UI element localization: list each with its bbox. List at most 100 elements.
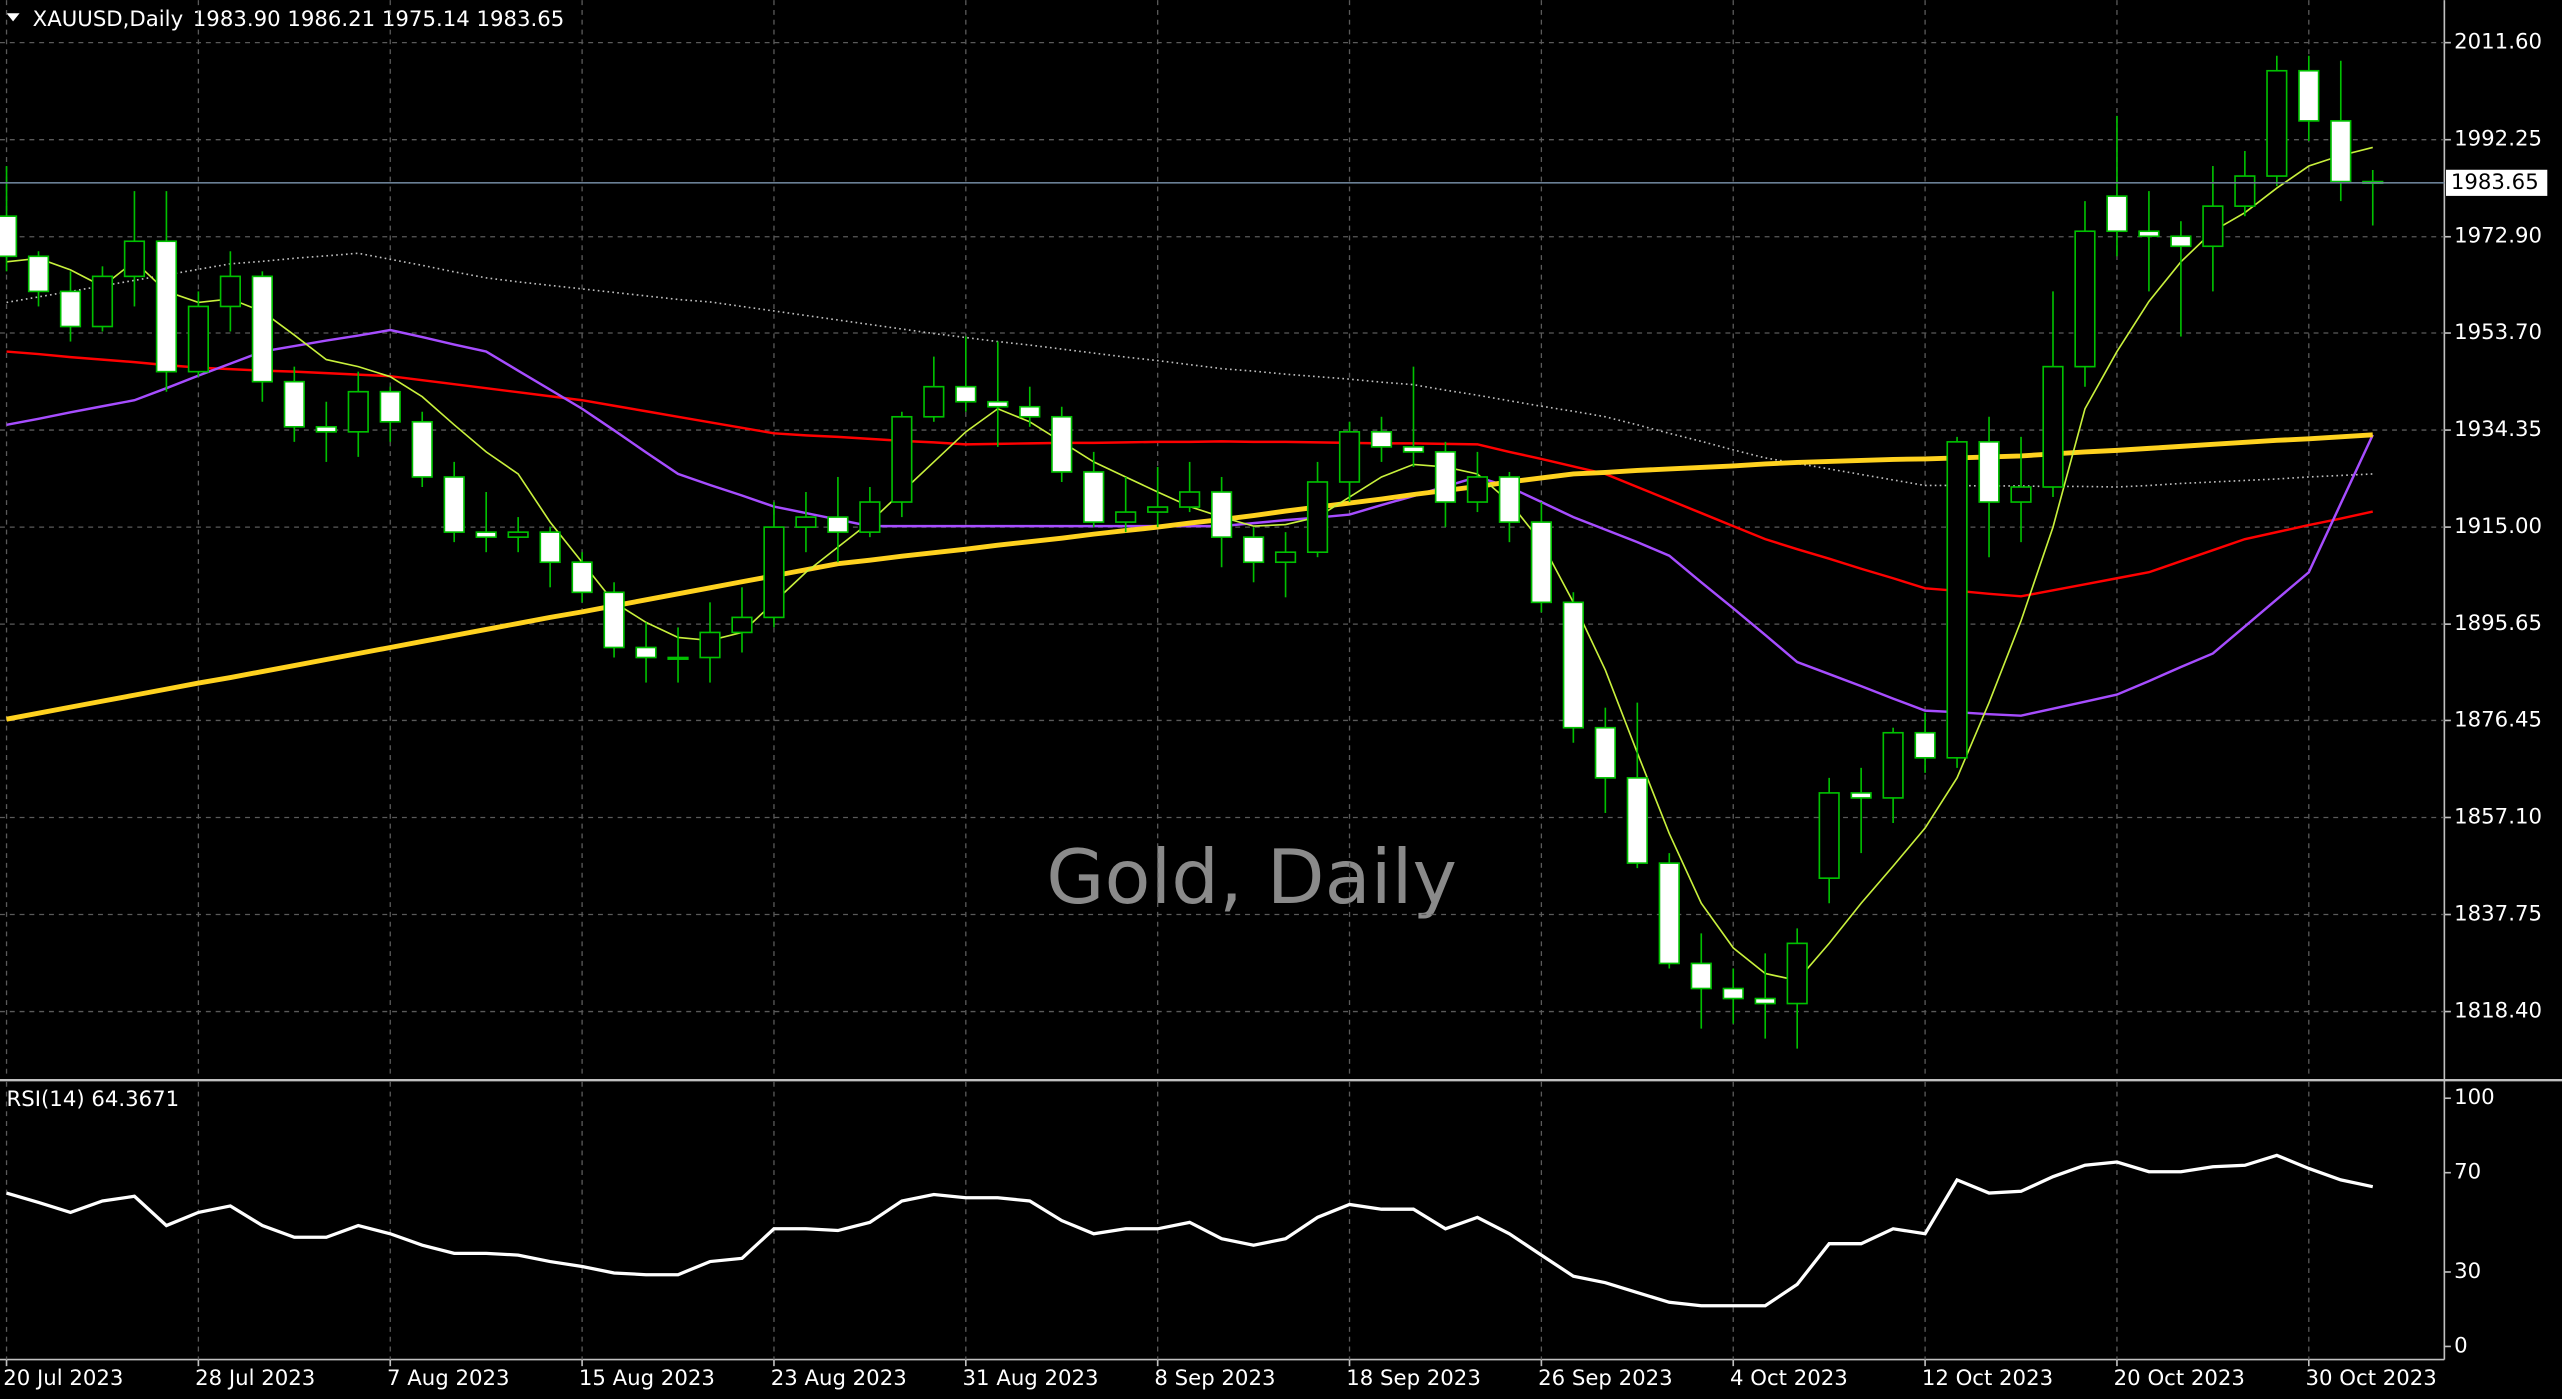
candle-body: [1914, 731, 1936, 759]
candle-body: [667, 656, 689, 660]
candle-body: [1594, 726, 1616, 779]
x-tick-label: 15 Aug 2023: [579, 1366, 715, 1391]
x-tick-label: 20 Jul 2023: [3, 1366, 123, 1391]
candle-body: [1658, 862, 1680, 965]
collapse-icon[interactable]: [6, 13, 20, 22]
y-tick-label: 1818.40: [2454, 999, 2542, 1024]
candle-body: [411, 420, 433, 478]
chart-title: XAUUSD,Daily: [33, 7, 183, 32]
candle-body: [443, 476, 465, 533]
candle-body: [1626, 777, 1648, 864]
candle-body: [2266, 69, 2288, 177]
candle-body: [539, 531, 561, 564]
x-tick-label: 12 Oct 2023: [1922, 1366, 2053, 1391]
candle-body: [1338, 431, 1361, 483]
candle-body: [507, 531, 529, 538]
candle-body: [891, 415, 913, 503]
candle-body: [123, 240, 146, 278]
candle-body: [59, 290, 82, 328]
y-tick-label: 30: [2454, 1259, 2481, 1284]
candle-body: [1306, 481, 1329, 554]
moving-average: [6, 328, 2374, 717]
y-tick-label: 0: [2454, 1333, 2468, 1358]
candle-body: [91, 275, 114, 328]
candle-body: [475, 531, 497, 538]
y-tick-label: 1953.70: [2454, 320, 2542, 345]
candle-body: [923, 385, 945, 418]
candle-body: [155, 240, 178, 373]
candle-body: [1946, 441, 1968, 759]
x-tick-label: 26 Sep 2023: [1538, 1366, 1673, 1391]
y-tick-label: 70: [2454, 1160, 2481, 1185]
y-tick-label: 1934.35: [2454, 417, 2542, 442]
candle-body: [1466, 476, 1489, 503]
candle-body: [219, 275, 241, 308]
y-tick-label: 1915.00: [2454, 514, 2542, 539]
rsi-line: [6, 1153, 2374, 1308]
x-tick-label: 8 Sep 2023: [1154, 1366, 1275, 1391]
candle-body: [1530, 521, 1553, 604]
rsi-title: RSI(14) 64.3671: [7, 1087, 180, 1112]
y-tick-label: 1895.65: [2454, 611, 2542, 636]
candle-body: [699, 631, 721, 659]
x-tick-label: 7 Aug 2023: [387, 1366, 510, 1391]
candle-body: [2074, 230, 2096, 368]
moving-average: [6, 252, 2373, 488]
candle-body: [1882, 731, 1904, 799]
candle-body: [2010, 486, 2032, 503]
candle-body: [2330, 120, 2352, 183]
x-tick-label: 30 Oct 2023: [2306, 1366, 2437, 1391]
candle-body: [0, 215, 18, 258]
candle-body: [795, 516, 817, 528]
candle-body: [2234, 175, 2256, 207]
candle-body: [635, 646, 657, 659]
candle-body: [1019, 405, 1041, 418]
y-tick-label: 1837.75: [2454, 902, 2542, 927]
candle-body: [731, 616, 753, 634]
candle-body: [1690, 962, 1712, 990]
candle-body: [2106, 195, 2128, 233]
y-tick-label: 100: [2454, 1085, 2495, 1110]
candle-body: [1978, 441, 2000, 503]
candle-body: [283, 380, 305, 428]
candle-body: [1434, 451, 1457, 503]
candle-body: [379, 390, 401, 423]
candle-body: [27, 255, 50, 293]
candle-body: [763, 526, 785, 619]
y-tick-label: 1972.90: [2454, 224, 2542, 249]
candle-body: [1562, 601, 1584, 729]
moving-average: [6, 350, 2374, 598]
y-tick-label: 1992.25: [2454, 127, 2542, 152]
candle-body: [987, 400, 1009, 408]
candle-body: [251, 275, 273, 383]
moving-average: [6, 432, 2373, 722]
x-tick-label: 20 Oct 2023: [2114, 1366, 2245, 1391]
x-tick-label: 4 Oct 2023: [1730, 1366, 1848, 1391]
candle-body: [1818, 792, 1840, 879]
candle-body: [2298, 69, 2320, 122]
candle-body: [1402, 446, 1425, 453]
x-tick-label: 28 Jul 2023: [195, 1366, 315, 1391]
candle-body: [2138, 230, 2160, 238]
candle-body: [1754, 997, 1776, 1005]
candle-body: [1179, 491, 1201, 508]
candle-body: [1083, 471, 1105, 523]
x-tick-label: 18 Sep 2023: [1346, 1366, 1481, 1391]
y-tick-label: 1876.45: [2454, 707, 2542, 732]
candle-body: [315, 425, 337, 433]
candle-body: [603, 591, 625, 649]
candle-body: [187, 305, 210, 373]
candle-body: [347, 390, 369, 433]
candle-body: [1211, 491, 1233, 538]
candle-body: [1242, 536, 1265, 564]
candle-body: [1786, 942, 1808, 1005]
y-tick-label: 1857.10: [2454, 804, 2542, 829]
x-tick-label: 31 Aug 2023: [963, 1366, 1099, 1391]
candle-body: [1147, 506, 1169, 513]
candle-body: [1370, 431, 1393, 448]
candle-body: [2170, 235, 2192, 248]
candle-body: [827, 516, 849, 533]
watermark: Gold, Daily: [1046, 833, 1457, 921]
candle-body: [1722, 987, 1744, 1000]
